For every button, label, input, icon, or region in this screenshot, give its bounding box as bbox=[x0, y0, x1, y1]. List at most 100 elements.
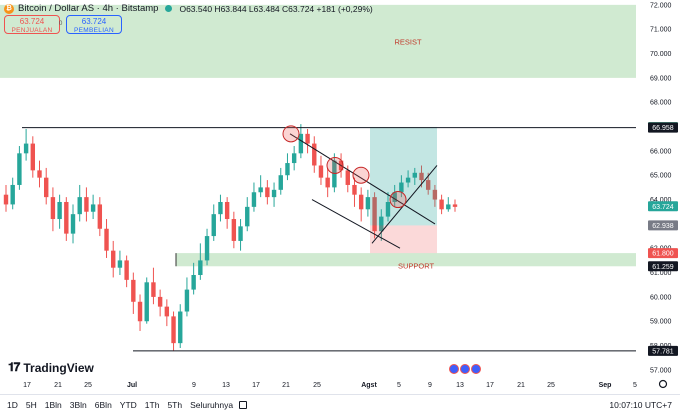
y-tick-label: 60.000 bbox=[650, 294, 672, 301]
candle-body bbox=[399, 182, 404, 193]
price-tag-label: 62.938 bbox=[652, 223, 674, 230]
candle-body bbox=[17, 153, 22, 185]
candle-body bbox=[392, 192, 397, 202]
price-tag-label: 66.958 bbox=[652, 125, 674, 132]
candle-body bbox=[352, 184, 357, 195]
sell-button[interactable]: 63.724 PENJUALAN bbox=[4, 15, 60, 34]
candle-body bbox=[298, 133, 304, 154]
candle-body bbox=[211, 214, 216, 237]
candle-body bbox=[305, 133, 310, 144]
y-axis-background bbox=[636, 0, 680, 394]
candle-body bbox=[358, 194, 364, 210]
candle-body bbox=[285, 163, 290, 176]
candle-body bbox=[157, 296, 163, 307]
events-badge[interactable] bbox=[449, 364, 481, 374]
price-tag-label: 61.259 bbox=[652, 264, 674, 271]
buy-label: PEMBELIAN bbox=[74, 27, 114, 34]
candle-body bbox=[425, 180, 431, 190]
timeframe-1bln[interactable]: 1Bln bbox=[44, 399, 62, 410]
candle-body bbox=[137, 301, 143, 322]
channel-lower-line[interactable] bbox=[311, 199, 401, 249]
candle-body bbox=[405, 177, 411, 183]
symbol-title[interactable]: Bitcoin / Dollar AS · 4h · Bitstamp bbox=[18, 3, 159, 14]
buy-price: 63.724 bbox=[81, 17, 107, 26]
spread-value: 0 bbox=[59, 21, 63, 27]
candle-body bbox=[124, 260, 129, 280]
candle-body bbox=[77, 197, 82, 215]
buy-button[interactable]: 63.724 PEMBELIAN bbox=[66, 15, 122, 34]
x-tick-label: 13 bbox=[456, 382, 464, 389]
calendar-icon[interactable] bbox=[239, 400, 248, 409]
timeframe-1th[interactable]: 1Th bbox=[144, 399, 160, 410]
chart-header: ₿ Bitcoin / Dollar AS · 4h · Bitstamp O6… bbox=[4, 3, 373, 14]
candle-body bbox=[97, 204, 103, 229]
zone-label-resist: RESIST bbox=[394, 37, 422, 46]
x-tick-label: 21 bbox=[54, 382, 62, 389]
timeframe-5h[interactable]: 5H bbox=[25, 399, 37, 410]
candle-body bbox=[345, 170, 350, 185]
price-tag-label: 57.781 bbox=[652, 348, 674, 355]
x-tick-label: 25 bbox=[547, 382, 555, 389]
candle-body bbox=[419, 172, 424, 181]
timeframe-ytd[interactable]: YTD bbox=[119, 399, 137, 410]
settings-gear-icon[interactable] bbox=[658, 379, 668, 389]
candle-body bbox=[44, 177, 49, 198]
x-tick-label: Sep bbox=[599, 382, 612, 389]
position-loss-area[interactable] bbox=[370, 225, 437, 254]
x-tick-label: Jul bbox=[127, 382, 137, 389]
bottom-toolbar: 1D 5H 1Bln 3Bln 6Bln YTD 1Th 5Th Seluruh… bbox=[0, 394, 680, 414]
candle-body bbox=[365, 197, 371, 210]
position-profit-area[interactable] bbox=[370, 126, 437, 226]
sell-price: 63.724 bbox=[19, 17, 45, 26]
candle-body bbox=[231, 219, 237, 241]
x-tick-label: Agst bbox=[361, 382, 377, 389]
highlight-circle[interactable] bbox=[352, 166, 370, 184]
candle-body bbox=[84, 197, 89, 212]
candle-body bbox=[251, 192, 257, 207]
candle-body bbox=[104, 228, 109, 251]
candle-body bbox=[64, 201, 69, 234]
candle-body bbox=[432, 189, 438, 200]
highlight-circle[interactable] bbox=[282, 125, 300, 143]
sell-label: PENJUALAN bbox=[11, 27, 53, 34]
x-tick-label: 17 bbox=[23, 382, 31, 389]
price-chart[interactable]: RESIST SUPPORT 72.000 71.000 70.000 69.000 68… bbox=[0, 0, 680, 394]
candle-body bbox=[224, 201, 230, 220]
y-tick-label: 66.000 bbox=[650, 148, 672, 155]
price-tag bbox=[648, 201, 678, 212]
timeframe-all[interactable]: Seluruhnya bbox=[190, 399, 234, 410]
timeframe-6bln[interactable]: 6Bln bbox=[94, 399, 112, 410]
x-tick-label: 21 bbox=[517, 382, 525, 389]
zone-resist[interactable] bbox=[0, 4, 636, 78]
x-tick-label: 21 bbox=[282, 382, 290, 389]
tradingview-logo-text: TradingView bbox=[23, 360, 94, 375]
candle-body bbox=[258, 187, 263, 193]
timeframe-3bln[interactable]: 3Bln bbox=[69, 399, 87, 410]
candle-body bbox=[265, 187, 270, 198]
x-tick-label: 9 bbox=[192, 382, 196, 389]
tradingview-logo: 𝟏𝟕 TradingView bbox=[8, 360, 94, 375]
price-tag bbox=[648, 220, 678, 231]
candle-body bbox=[439, 199, 444, 210]
price-tag bbox=[648, 345, 678, 356]
timeframe-5th[interactable]: 5Th bbox=[167, 399, 183, 410]
y-tick-label: 65.000 bbox=[650, 173, 672, 180]
timeframe-1d[interactable]: 1D bbox=[7, 399, 18, 410]
candle-body bbox=[191, 275, 196, 290]
candle-body bbox=[171, 316, 176, 344]
candle-body bbox=[385, 201, 391, 217]
candle-body bbox=[184, 289, 190, 312]
channel-upper-line[interactable] bbox=[289, 133, 436, 225]
x-tick-label: 5 bbox=[397, 382, 401, 389]
candle-body bbox=[117, 260, 123, 268]
tradingview-mark-icon: 𝟏𝟕 bbox=[8, 360, 20, 374]
highlight-circle[interactable] bbox=[326, 156, 344, 174]
highlight-circle[interactable] bbox=[389, 191, 407, 209]
y-tick-label: 71.000 bbox=[650, 27, 672, 34]
price-tag-label: 63.724 bbox=[652, 204, 674, 211]
zone-support[interactable] bbox=[176, 253, 636, 267]
candle-body bbox=[164, 306, 170, 317]
candle-body bbox=[318, 165, 324, 178]
y-tick-label: 68.000 bbox=[650, 100, 672, 107]
x-tick-label: 25 bbox=[84, 382, 92, 389]
